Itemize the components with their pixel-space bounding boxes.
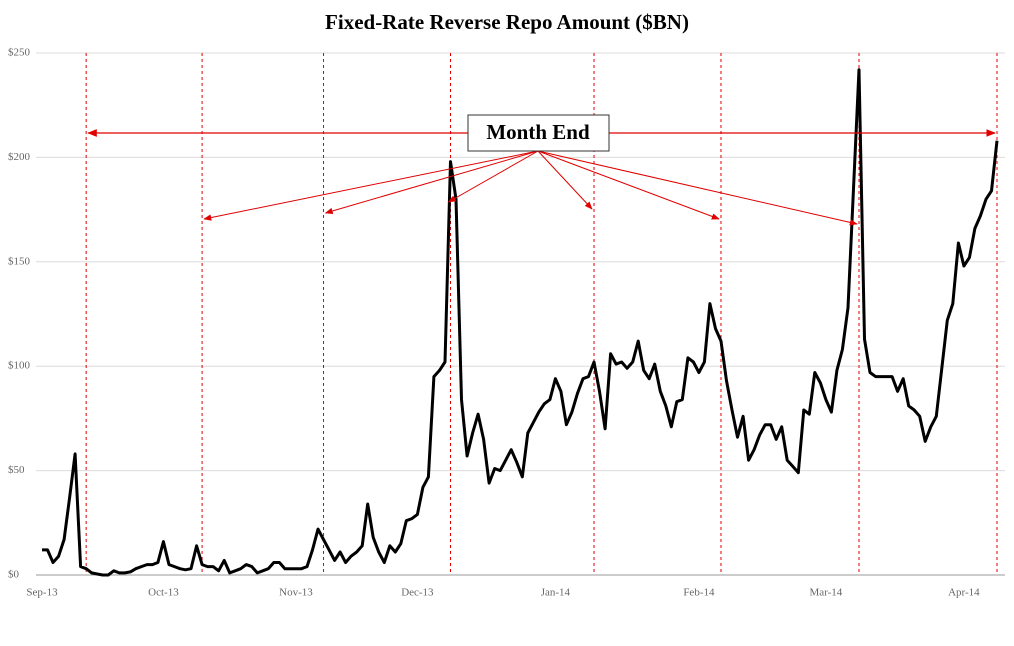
x-tick-label: Jan-14 [541, 587, 571, 599]
y-tick-label: $100 [8, 360, 31, 372]
y-tick-label: $50 [8, 464, 25, 476]
x-tick-label: Feb-14 [683, 587, 715, 599]
data-line [42, 68, 999, 577]
y-tick-label: $250 [8, 47, 31, 59]
x-tick-label: Apr-14 [948, 587, 980, 599]
x-tick-label: Oct-13 [148, 587, 179, 599]
x-tick-label: Dec-13 [401, 587, 434, 599]
annotation-arrow [537, 150, 720, 220]
annotation-arrow [537, 150, 858, 226]
y-tick-label: $200 [8, 151, 31, 163]
y-tick-label: $0 [8, 569, 20, 581]
annotation-box [467, 114, 610, 152]
x-tick-label: Sep-13 [26, 587, 58, 599]
x-tick-label: Mar-14 [809, 587, 842, 599]
chart-title: Fixed-Rate Reverse Repo Amount ($BN) [325, 10, 689, 34]
annotation-arrow [324, 150, 539, 215]
x-tick-label: Nov-13 [279, 587, 313, 599]
annotation-label: Month End [486, 120, 590, 144]
annotation-arrow [537, 150, 593, 210]
annotation-arrow [447, 150, 539, 203]
annotation-arrow [203, 150, 539, 221]
y-tick-label: $150 [8, 255, 31, 267]
